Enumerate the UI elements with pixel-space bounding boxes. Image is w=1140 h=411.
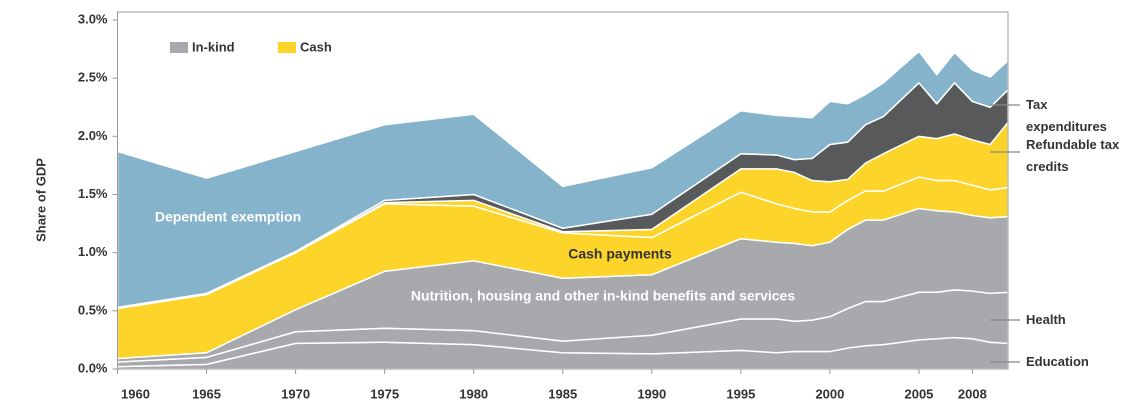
x-tick-label: 1980 (459, 386, 488, 401)
side-label: Education (1026, 354, 1089, 369)
x-tick-label: 1990 (637, 386, 666, 401)
side-label: Tax expenditures (1026, 97, 1107, 134)
y-tick-label: 0.0% (78, 360, 108, 375)
area-label: Nutrition, housing and other in-kind ben… (411, 288, 795, 304)
x-tick-label: 1965 (192, 386, 221, 401)
legend-swatch (170, 42, 188, 53)
legend-swatch (278, 42, 296, 53)
area-label: Dependent exemption (155, 209, 301, 225)
x-tick-label: 1985 (548, 386, 577, 401)
x-tick-label: 1995 (726, 386, 755, 401)
x-tick-label: 1960 (121, 386, 150, 401)
y-tick-label: 2.5% (78, 70, 108, 85)
x-tick-label: 1970 (281, 386, 310, 401)
x-tick-label: 2008 (958, 386, 987, 401)
y-tick-label: 1.0% (78, 244, 108, 259)
x-tick-label: 2005 (904, 386, 933, 401)
y-tick-label: 0.5% (78, 302, 108, 317)
y-axis-label: Share of GDP (33, 158, 48, 242)
area-label: Cash payments (568, 246, 672, 262)
x-tick-label: 1975 (370, 386, 399, 401)
y-tick-label: 1.5% (78, 186, 108, 201)
y-tick-label: 2.0% (78, 128, 108, 143)
side-label: Refundable tax credits (1026, 137, 1120, 174)
x-tick-label: 2000 (815, 386, 844, 401)
side-label: Health (1026, 312, 1066, 327)
legend-label: In-kind (192, 39, 235, 54)
y-tick-label: 3.0% (78, 11, 108, 26)
legend-label: Cash (300, 39, 332, 54)
